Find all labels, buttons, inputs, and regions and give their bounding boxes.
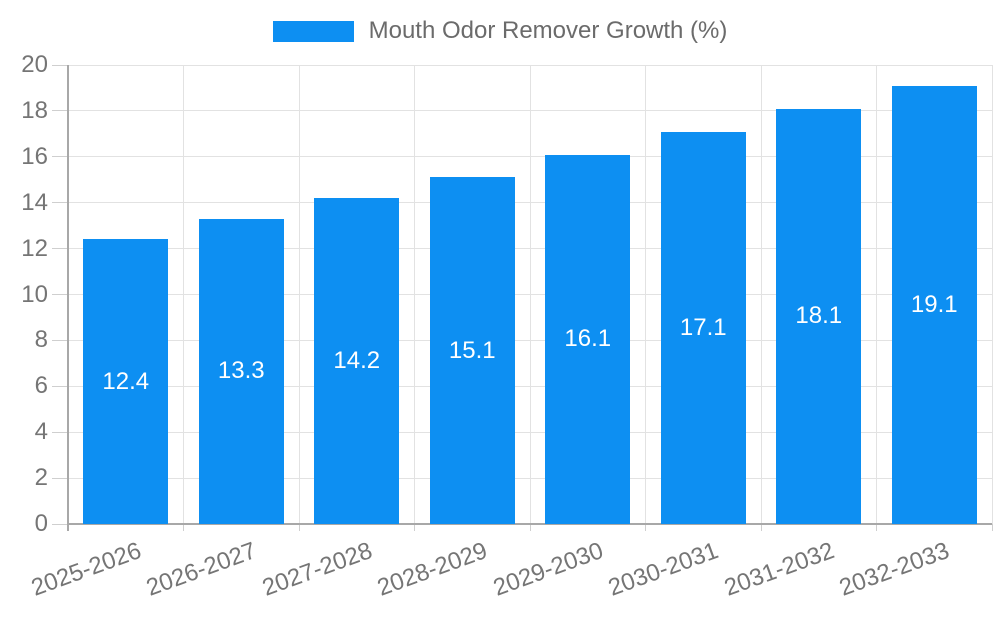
bar-2025-2026[interactable]: [83, 239, 169, 524]
x-axis-line: [68, 523, 992, 525]
category-gridline: [876, 65, 877, 524]
y-axis-label: 0: [34, 510, 48, 537]
bar-value-label: 19.1: [910, 290, 958, 318]
legend-series-label: Mouth Odor Remover Growth (%): [368, 17, 728, 44]
y-axis-label: 14: [21, 188, 48, 216]
y-axis-label: 2: [34, 464, 48, 492]
legend-swatch: [272, 20, 354, 42]
bar-2028-2029[interactable]: [429, 177, 515, 524]
bar-2031-2032[interactable]: [776, 108, 862, 524]
bar-value-label: 14.2: [333, 347, 381, 375]
y-tick: [52, 477, 68, 479]
category-gridline: [414, 65, 415, 524]
y-axis-label: 18: [21, 96, 48, 124]
category-gridline: [298, 65, 300, 524]
y-axis-label: 6: [34, 372, 48, 400]
y-tick: [52, 156, 68, 158]
bar-value-label: 18.1: [795, 302, 843, 330]
y-tick: [52, 248, 68, 250]
x-tick: [529, 524, 531, 531]
x-tick: [645, 524, 646, 531]
y-axis-label: 8: [34, 326, 48, 354]
y-axis-label: 20: [21, 51, 48, 78]
y-axis-label: 12: [21, 234, 48, 262]
bar-value-label: 13.3: [217, 357, 265, 385]
chart-legend[interactable]: Mouth Odor Remover Growth (%): [0, 17, 1000, 45]
x-tick: [760, 524, 762, 531]
bar-2030-2031[interactable]: [660, 131, 746, 524]
category-gridline: [991, 65, 993, 524]
y-axis-label: 4: [34, 418, 48, 446]
category-gridline: [183, 65, 184, 524]
x-tick: [183, 524, 184, 531]
plot-area: 0 2 4 6 8 10 12 14 16 18 20 12.4 2025-2026 13.3 2026-2…: [21, 51, 993, 602]
bar-value-label: 16.1: [564, 325, 612, 353]
y-tick: [52, 431, 68, 433]
category-gridline: [529, 65, 531, 524]
y-axis-label: 16: [21, 142, 48, 170]
x-tick: [991, 524, 993, 531]
y-tick: [52, 339, 68, 341]
x-tick: [876, 524, 877, 531]
y-tick: [52, 523, 68, 525]
y-tick: [52, 110, 68, 112]
y-tick: [52, 294, 68, 295]
bar-chart: Mouth Odor Remover Growth (%) 0 2 4 6 8 10 12 1…: [0, 17, 1000, 602]
bar-2029-2030[interactable]: [545, 154, 631, 524]
bar-value-label: 15.1: [448, 336, 496, 364]
y-tick: [52, 385, 68, 387]
category-gridline: [760, 65, 762, 524]
x-tick: [298, 524, 300, 531]
bar-2026-2027[interactable]: [198, 218, 284, 524]
y-tick: [52, 64, 68, 66]
bar-2032-2033[interactable]: [891, 85, 977, 524]
x-tick: [414, 524, 415, 531]
bar-value-label: 12.4: [102, 367, 150, 395]
y-tick: [52, 202, 68, 204]
bar-2027-2028[interactable]: [314, 198, 400, 524]
y-axis-label: 10: [21, 280, 48, 308]
category-gridline: [645, 65, 646, 524]
y-axis-line: [67, 65, 69, 531]
bar-value-label: 17.1: [679, 313, 727, 341]
